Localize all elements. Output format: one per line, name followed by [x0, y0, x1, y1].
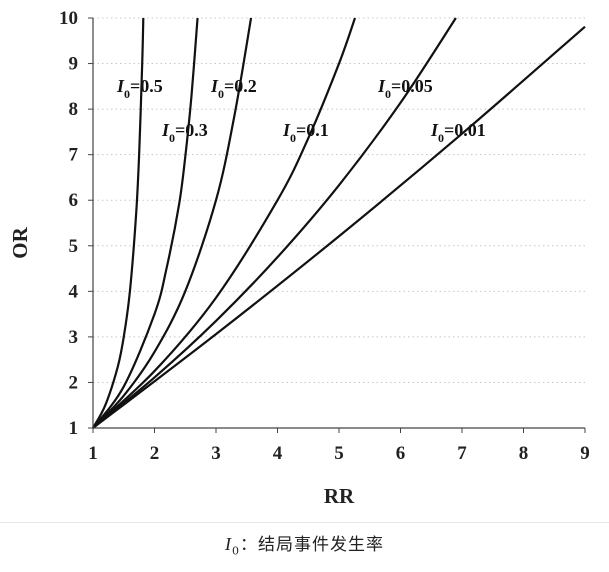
x-tick-label: 6 — [396, 443, 406, 464]
caption-symbol: I — [225, 534, 232, 554]
series-line-3 — [92, 17, 357, 429]
series-line-4 — [92, 17, 457, 429]
series-label-subscript: 0 — [438, 131, 444, 145]
y-tick-label: 3 — [69, 327, 79, 348]
series-label-value: =0.01 — [444, 120, 486, 140]
series-line-0 — [92, 17, 145, 429]
series-label-value: =0.1 — [296, 120, 329, 140]
series-label-1: I0=0.3 — [161, 120, 208, 145]
series-label-value: =0.3 — [175, 120, 208, 140]
y-tick-label: 10 — [59, 8, 78, 29]
series-label-subscript: 0 — [124, 87, 130, 101]
series-label-value: =0.2 — [224, 76, 257, 96]
y-tick-label: 1 — [69, 418, 79, 439]
y-axis-title: OR — [8, 226, 32, 258]
series-label-symbol: I — [430, 120, 439, 140]
series-label-3: I0=0.1 — [282, 120, 329, 145]
series-line-1 — [92, 17, 199, 429]
series-label-subscript: 0 — [218, 87, 224, 101]
series-label-subscript: 0 — [169, 131, 175, 145]
series-label-5: I0=0.01 — [430, 120, 486, 145]
series-label-symbol: I — [116, 76, 125, 96]
x-tick-label: 8 — [519, 443, 529, 464]
x-tick-label: 7 — [457, 443, 467, 464]
series-label-symbol: I — [161, 120, 170, 140]
grid — [93, 17, 585, 383]
series-label-0: I0=0.5 — [116, 76, 163, 101]
series-label-subscript: 0 — [290, 131, 296, 145]
series-label-symbol: I — [377, 76, 386, 96]
series-label-subscript: 0 — [385, 87, 391, 101]
divider — [0, 522, 609, 523]
y-tick-label: 6 — [69, 190, 79, 211]
series-line-2 — [92, 17, 253, 429]
y-tick-label: 4 — [69, 281, 79, 302]
x-axis-title: RR — [324, 484, 355, 508]
y-tick-label: 8 — [69, 99, 79, 120]
series-label-value: =0.5 — [130, 76, 163, 96]
x-tick-label: 3 — [211, 443, 221, 464]
ticks: 1 2 3 4 5 6 7 8 9 1 2 3 4 5 6 7 8 9 10 — [59, 8, 590, 464]
x-tick-label: 1 — [88, 443, 98, 464]
series-label-4: I0=0.05 — [377, 76, 433, 101]
x-tick-label: 4 — [273, 443, 283, 464]
series-label-symbol: I — [282, 120, 291, 140]
x-tick-label: 9 — [580, 443, 590, 464]
caption-text: ：结局事件发生率 — [240, 535, 384, 555]
figure-caption: I0：结局事件发生率 — [0, 530, 609, 557]
y-tick-label: 9 — [69, 54, 79, 75]
series-label-symbol: I — [210, 76, 219, 96]
x-tick-label: 5 — [334, 443, 344, 464]
series-label-2: I0=0.2 — [210, 76, 257, 101]
y-tick-label: 7 — [69, 145, 79, 166]
y-tick-label: 2 — [69, 372, 79, 393]
y-tick-label: 5 — [69, 236, 79, 257]
series-label-value: =0.05 — [391, 76, 433, 96]
series-layer — [92, 17, 586, 429]
caption-subscript: 0 — [232, 544, 240, 558]
series-line-5 — [92, 25, 586, 429]
x-tick-label: 2 — [150, 443, 160, 464]
